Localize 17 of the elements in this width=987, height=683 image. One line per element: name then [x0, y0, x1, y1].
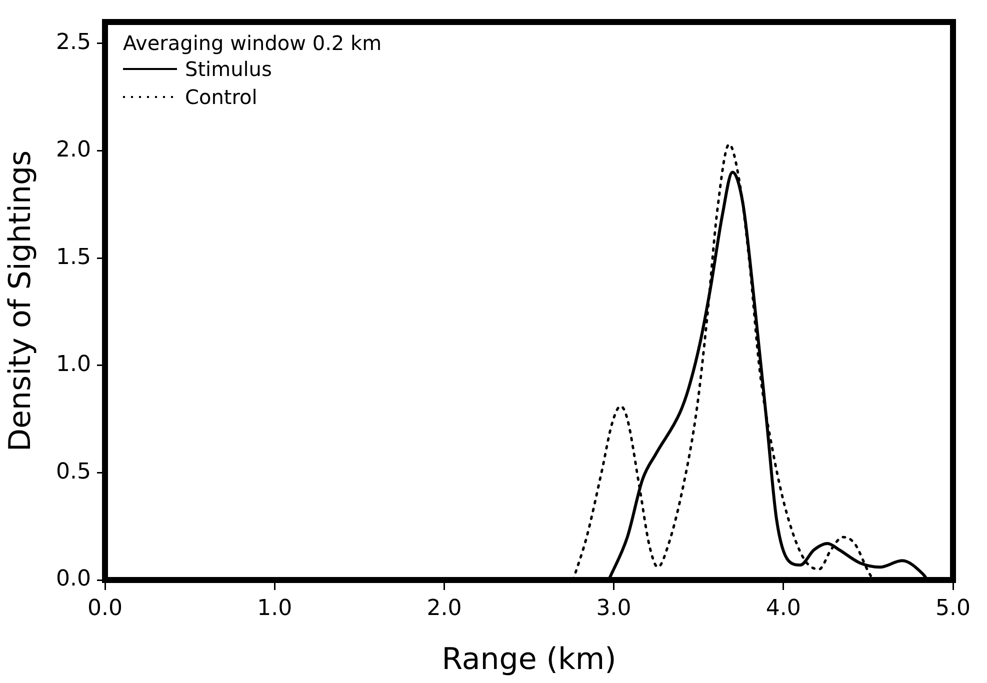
legend-label: Control [185, 85, 258, 109]
y-tick-label: 1.0 [56, 352, 91, 378]
x-tick-label: 3.0 [596, 596, 632, 621]
x-tick-label: 5.0 [936, 596, 970, 621]
x-tick-label: 2.0 [426, 596, 462, 621]
y-tick-label: 2.0 [56, 137, 91, 162]
legend-title: Averaging window 0.2 km [123, 31, 382, 55]
x-axis-title: Range (km) [442, 642, 616, 677]
x-tick-label: 4.0 [766, 596, 801, 621]
x-tick-label: 0.0 [88, 596, 122, 621]
y-tick-label: 0.5 [56, 459, 91, 484]
legend-label: Stimulus [185, 57, 272, 81]
y-tick-label: 0.0 [56, 566, 91, 592]
x-tick-label: 1.0 [257, 596, 292, 621]
y-tick-label: 1.5 [56, 244, 91, 270]
y-tick-label: 2.5 [56, 30, 91, 56]
y-axis-title: Density of Sightings [2, 150, 38, 452]
